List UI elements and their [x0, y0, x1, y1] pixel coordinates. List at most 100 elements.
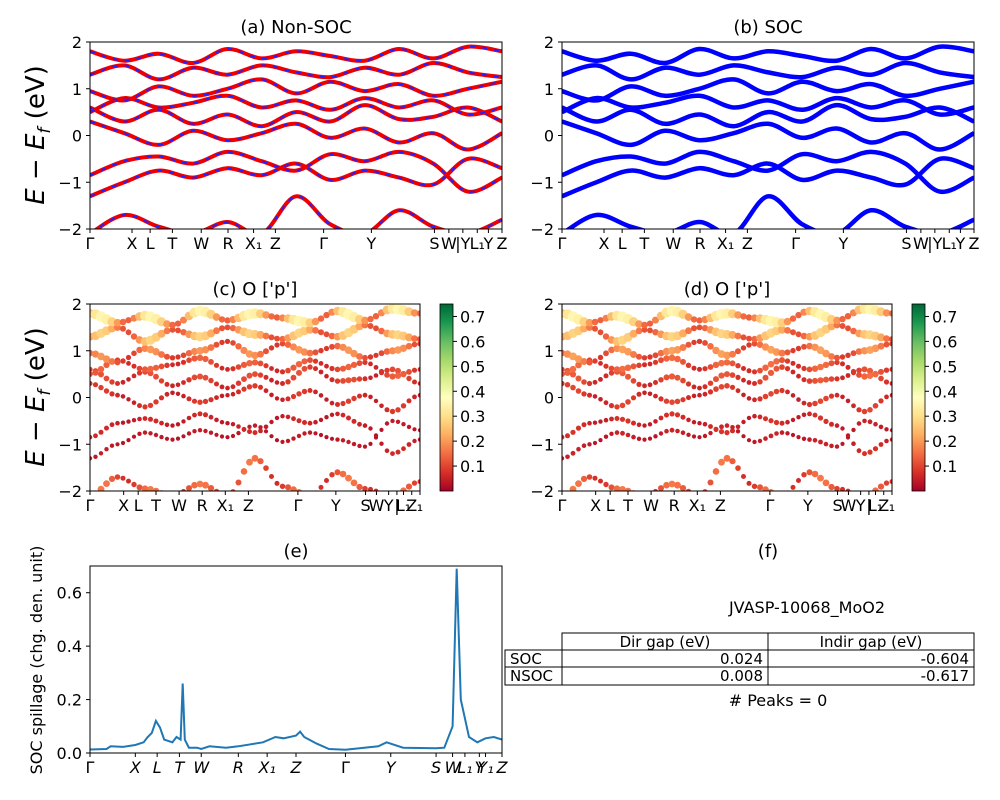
band-line-dashed: [95, 195, 502, 229]
band-point: [229, 324, 237, 332]
band-point: [889, 479, 892, 485]
band-point: [741, 474, 746, 479]
band-point: [784, 327, 791, 334]
band-point: [828, 360, 835, 367]
band-point: [251, 454, 259, 462]
band-point: [630, 363, 637, 370]
band-point: [180, 316, 187, 324]
band-point: [576, 446, 581, 452]
band-point: [729, 372, 736, 378]
band-point: [592, 420, 598, 425]
band-point: [570, 450, 576, 456]
band-point: [406, 369, 412, 375]
band-point: [647, 361, 653, 367]
band-point: [230, 489, 236, 491]
band-point: [98, 451, 104, 456]
band-point: [235, 343, 242, 350]
band-point: [580, 358, 588, 365]
band-point: [889, 341, 892, 347]
band-point: [574, 355, 583, 363]
band-point: [345, 398, 352, 404]
band-point: [603, 417, 609, 423]
band-point: [653, 434, 658, 439]
band-point: [290, 364, 297, 371]
band-point: [175, 327, 181, 334]
band-point: [236, 389, 241, 395]
table-row-label: NSOC: [510, 667, 553, 685]
band-point: [653, 419, 658, 424]
band-point: [214, 395, 219, 400]
band-point: [120, 420, 126, 425]
band-point: [185, 350, 193, 357]
band-point: [636, 353, 642, 360]
band-point: [828, 376, 835, 382]
band-point: [90, 456, 93, 461]
band-point: [652, 329, 659, 336]
band-point: [169, 321, 176, 329]
band-point: [702, 489, 708, 491]
peaks-count: # Peaks = 0: [729, 691, 828, 710]
band-point: [405, 333, 413, 342]
band-point: [562, 380, 565, 387]
band-point: [778, 325, 786, 334]
band-point: [328, 332, 336, 340]
band-point: [867, 419, 873, 425]
band-point: [323, 331, 330, 338]
band-point: [329, 343, 335, 350]
band-point: [878, 398, 884, 404]
band-point: [636, 391, 642, 397]
band-point: [587, 392, 592, 398]
band-point: [284, 341, 292, 348]
band-point: [104, 425, 109, 431]
band-point: [680, 397, 686, 403]
band-point: [324, 435, 329, 440]
band-point: [102, 355, 111, 363]
x-tick-label: Y: [330, 496, 341, 515]
band-point: [164, 436, 170, 441]
band-point: [812, 377, 818, 384]
band-point: [131, 373, 137, 379]
band-point: [202, 481, 209, 489]
x-tick-label: Z: [406, 496, 417, 515]
band-point: [383, 348, 391, 355]
band-point: [686, 417, 691, 423]
band-point: [251, 351, 259, 360]
band-point: [746, 438, 752, 443]
band-point: [313, 419, 318, 425]
colorbar-tick-label: 0.4: [460, 382, 485, 401]
band-point: [603, 373, 609, 379]
band-point: [647, 382, 653, 388]
band-point: [126, 361, 131, 366]
band-point: [586, 474, 593, 480]
band-point: [630, 395, 637, 401]
band-point: [175, 354, 181, 360]
panel-e-y-ticks: 0.0 0.2 0.4 0.6: [57, 584, 90, 763]
band-point: [570, 384, 576, 391]
band-point: [285, 379, 291, 385]
band-point: [285, 438, 291, 444]
x-tick-label: Γ: [293, 496, 302, 515]
band-point: [883, 379, 890, 385]
band-point: [196, 347, 204, 355]
band-point: [379, 403, 384, 409]
band-point: [845, 325, 851, 332]
band-point: [889, 336, 892, 343]
y-tick-label: −1: [58, 173, 82, 192]
x-tick-label: W: [665, 234, 681, 253]
x-tick-label: |Y: [455, 234, 470, 253]
band-point: [219, 434, 225, 439]
band-point: [131, 350, 137, 357]
band-point: [241, 386, 247, 392]
x-tick-label: L: [153, 758, 162, 777]
band-point: [729, 350, 736, 358]
band-point: [652, 359, 659, 365]
band-point: [362, 376, 368, 382]
band-point: [368, 375, 373, 381]
band-point: [713, 376, 719, 383]
band-point: [741, 434, 746, 439]
band-point: [202, 374, 209, 381]
band-point: [746, 368, 752, 374]
band-point: [169, 326, 176, 333]
band-point: [147, 486, 154, 491]
